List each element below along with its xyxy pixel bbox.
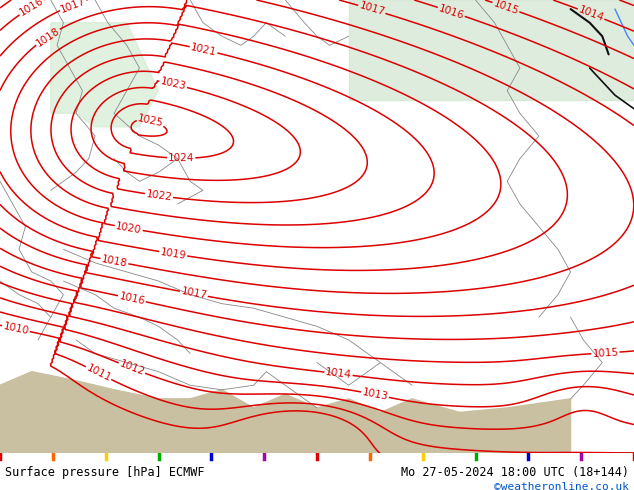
Polygon shape bbox=[349, 0, 634, 99]
Text: 1011: 1011 bbox=[84, 363, 113, 384]
Text: 1014: 1014 bbox=[325, 367, 352, 380]
Text: 1014: 1014 bbox=[577, 4, 605, 24]
Text: 1016: 1016 bbox=[118, 291, 146, 306]
Polygon shape bbox=[190, 390, 476, 453]
Text: 1015: 1015 bbox=[592, 347, 619, 359]
Text: ©weatheronline.co.uk: ©weatheronline.co.uk bbox=[494, 482, 629, 490]
Text: 1015: 1015 bbox=[492, 0, 520, 16]
Text: 1025: 1025 bbox=[136, 113, 164, 128]
Text: 1017: 1017 bbox=[59, 0, 87, 14]
Polygon shape bbox=[51, 23, 158, 127]
Text: 1019: 1019 bbox=[159, 247, 187, 261]
Text: 1018: 1018 bbox=[34, 25, 61, 48]
Text: 1020: 1020 bbox=[115, 221, 143, 235]
Text: 1013: 1013 bbox=[361, 387, 389, 402]
Text: 1022: 1022 bbox=[145, 189, 172, 202]
Text: 1023: 1023 bbox=[159, 76, 187, 92]
Text: 1016: 1016 bbox=[18, 0, 45, 18]
Text: 1016: 1016 bbox=[437, 3, 465, 21]
Polygon shape bbox=[0, 371, 190, 453]
Text: 1018: 1018 bbox=[101, 254, 128, 269]
Text: Surface pressure [hPa] ECMWF: Surface pressure [hPa] ECMWF bbox=[5, 466, 205, 479]
Text: 1010: 1010 bbox=[2, 321, 30, 336]
Text: 1017: 1017 bbox=[358, 1, 386, 18]
Text: 1021: 1021 bbox=[190, 42, 217, 57]
Polygon shape bbox=[412, 399, 634, 453]
Text: Mo 27-05-2024 18:00 UTC (18+144): Mo 27-05-2024 18:00 UTC (18+144) bbox=[401, 466, 629, 479]
Text: 1012: 1012 bbox=[118, 359, 146, 378]
Text: 1024: 1024 bbox=[168, 153, 195, 163]
Text: 1017: 1017 bbox=[180, 287, 208, 301]
